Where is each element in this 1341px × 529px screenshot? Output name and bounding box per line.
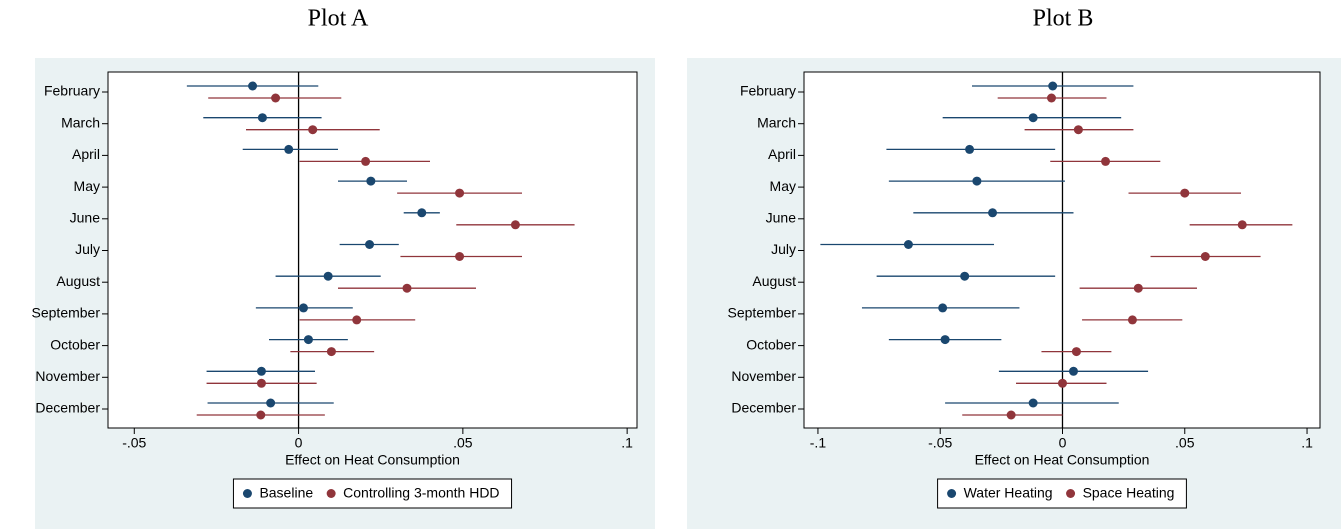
point [1028,113,1038,123]
point [940,335,950,345]
point [257,113,267,123]
y-tick-label: May [770,178,796,194]
point [965,144,975,154]
point [266,398,276,408]
y-tick-label: July [75,241,100,257]
point [1073,125,1083,135]
y-tick-label: September [728,305,797,321]
legend-marker [326,489,336,498]
point [938,303,948,313]
y-tick-label: March [757,114,796,130]
legend-label: Baseline [259,485,313,501]
legend-label: Water Heating [964,485,1053,501]
chart-title: Plot B [1033,6,1094,32]
x-axis-label: Effect on Heat Consumption [285,452,460,468]
legend: Water Heating Space Heating [937,478,1187,509]
point [402,283,412,293]
y-tick-label: February [740,83,796,99]
y-tick-label: April [72,146,100,162]
point [256,410,266,420]
y-tick-label: June [70,210,101,226]
point [248,81,258,91]
point [1101,156,1111,166]
y-tick-label: August [752,273,796,289]
x-tick-label: .05 [1175,435,1195,451]
point [1028,398,1038,408]
point [1200,252,1210,261]
point [308,125,318,135]
point [303,335,313,345]
y-tick-label: February [44,83,100,99]
y-tick-label: March [61,114,100,130]
x-tick-label: 0 [295,435,303,451]
point [284,144,294,154]
legend-marker [242,489,252,498]
x-tick-label: -.05 [928,435,952,451]
point [299,303,308,313]
point [1071,347,1081,357]
point [271,93,281,103]
x-axis-label: Effect on Heat Consumption [975,452,1150,468]
x-tick-label: .05 [453,435,473,451]
y-tick-label: November [35,368,100,384]
point [352,315,362,325]
x-tick-label: 0 [1059,435,1067,451]
y-tick-label: December [731,400,796,416]
x-tick-label: .1 [1301,435,1313,451]
point [455,188,465,198]
point [972,176,982,186]
point [1046,93,1056,103]
plot-area [107,71,638,429]
y-tick-label: May [74,178,100,194]
legend-label: Controlling 3-month HDD [343,485,499,501]
point [1237,220,1247,230]
legend-marker [1066,489,1076,498]
point [1180,188,1190,198]
point [1127,315,1137,325]
y-tick-label: October [50,336,100,352]
point [417,208,427,218]
y-tick-label: April [768,146,796,162]
x-tick-label: -.1 [810,435,827,451]
y-tick-label: November [731,368,796,384]
x-tick-label: -.05 [122,435,146,451]
point [1006,410,1016,420]
point [256,366,266,376]
panel: Plot B -.1 -.05 0 .05 .1 Effect on Heat Consum… [687,6,1341,529]
y-tick-label: July [771,241,796,257]
point [1057,378,1067,388]
point [366,176,376,186]
point [326,347,336,357]
point [510,220,520,230]
point [1048,81,1058,91]
legend-marker [947,489,957,498]
legend-box [232,478,513,509]
legend: Baseline Controlling 3-month HDD [232,478,513,509]
point [361,156,371,166]
point [1068,366,1078,376]
point [988,208,998,218]
y-tick-label: September [32,305,101,321]
legend-box [937,478,1187,509]
point [323,271,333,281]
y-tick-label: June [766,210,797,226]
y-tick-label: October [746,336,796,352]
point [455,252,465,261]
y-tick-label: August [56,273,100,289]
point [903,240,913,249]
x-tick-label: .1 [621,435,633,451]
chart-title: Plot A [308,6,369,32]
point [365,240,375,249]
point [256,378,266,388]
legend-label: Space Heating [1083,485,1175,501]
point [960,271,970,281]
y-tick-label: December [35,400,100,416]
panel: Plot A -.05 0 .05 .1 Effect on Heat Consumpti… [32,6,655,529]
point [1133,283,1143,293]
